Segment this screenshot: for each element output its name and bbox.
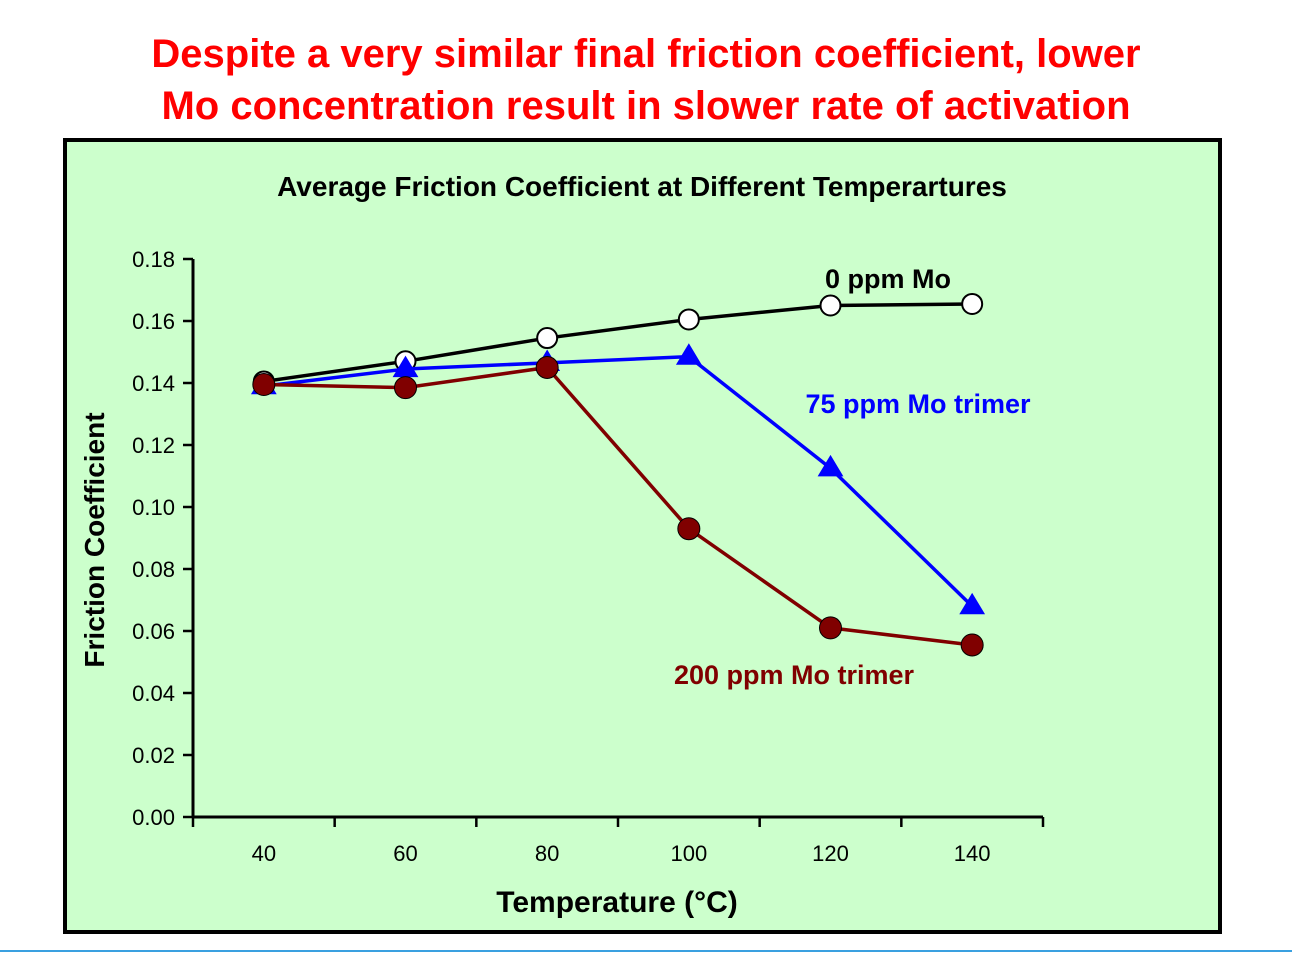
- data-point-0ppm: [961, 292, 984, 315]
- y-tick-label: 0.06: [132, 619, 175, 644]
- y-tick-label: 0.18: [132, 247, 175, 272]
- bottom-divider: [0, 950, 1292, 952]
- headline: Despite a very similar final friction co…: [0, 28, 1292, 132]
- chart-frame: [63, 138, 1222, 934]
- series-label-75ppm: 75 ppm Mo trimer: [805, 389, 1031, 419]
- x-axis-label: Temperature (°C): [496, 886, 737, 919]
- x-tick-label: 40: [252, 841, 276, 866]
- y-tick-label: 0.14: [132, 371, 175, 396]
- y-tick-label: 0.12: [132, 433, 175, 458]
- data-point-200ppm: [960, 633, 984, 657]
- series-line-200ppm: [263, 365, 973, 647]
- y-tick-label: 0.00: [132, 805, 175, 830]
- y-tick-label: 0.04: [132, 681, 175, 706]
- series-75ppm: 75 ppm Mo trimer: [250, 343, 1031, 615]
- x-tick-label: 120: [812, 841, 849, 866]
- headline-line-1: Despite a very similar final friction co…: [151, 32, 1141, 76]
- data-point-200ppm: [819, 616, 842, 640]
- y-axis-label: Friction Coefficient: [79, 412, 110, 667]
- series-200ppm: 200 ppm Mo trimer: [252, 356, 984, 690]
- data-point-75ppm: [675, 343, 702, 365]
- x-tick-label: 60: [393, 841, 417, 866]
- data-point-75ppm: [959, 592, 986, 615]
- x-tick-label: 100: [670, 841, 707, 866]
- series-line-75ppm: [263, 354, 974, 608]
- series-layer: 0 ppm Mo 75 ppm Mo trimer 200 ppm Mo trime…: [250, 264, 1031, 690]
- x-tick-label: 80: [535, 841, 559, 866]
- data-point-200ppm: [535, 356, 559, 379]
- x-tick-label: 140: [954, 841, 991, 866]
- data-point-0ppm: [536, 327, 559, 350]
- y-tick-label: 0.08: [132, 557, 175, 582]
- data-point-75ppm: [817, 454, 844, 477]
- chart-title: Average Friction Coefficient at Differen…: [277, 171, 1007, 202]
- data-point-0ppm: [677, 308, 700, 331]
- data-point-200ppm: [252, 373, 276, 397]
- y-tick-label: 0.02: [132, 743, 175, 768]
- series-label-0ppm: 0 ppm Mo: [825, 264, 951, 294]
- data-point-200ppm: [394, 376, 417, 400]
- y-tick-label: 0.16: [132, 309, 175, 334]
- y-tick-label: 0.10: [132, 495, 175, 520]
- axes: 0.00 0.02 0.04 0.06 0.08 0.10 0.12 0.14 0.16 0.18…: [132, 247, 1045, 866]
- data-point-0ppm: [819, 294, 842, 317]
- headline-line-2: Mo concentration result in slower rate o…: [161, 84, 1131, 128]
- series-line-0ppm: [263, 302, 973, 384]
- series-label-200ppm: 200 ppm Mo trimer: [674, 660, 915, 690]
- data-point-200ppm: [677, 517, 701, 541]
